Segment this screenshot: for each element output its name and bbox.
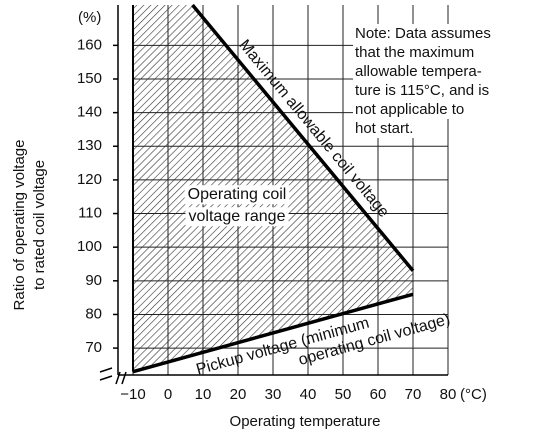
- note-text: allowable tempera-: [355, 63, 482, 80]
- max-voltage-line: [191, 3, 415, 272]
- region-label: voltage range: [189, 208, 286, 225]
- note-bg: [353, 42, 477, 62]
- x-tick-label: 0: [164, 386, 172, 403]
- x-axis-label: Operating temperature: [230, 413, 381, 430]
- x-unit: (°C): [460, 386, 487, 403]
- y-tick-label: 160: [77, 36, 102, 53]
- y-tick-label: 110: [78, 205, 102, 222]
- x-tick-label: 20: [230, 386, 247, 403]
- y-tick-label: 100: [77, 238, 102, 255]
- x-tick-label: 40: [300, 386, 317, 403]
- x-tick-label: 10: [195, 386, 212, 403]
- note-text: hot start.: [355, 120, 413, 137]
- note-text: ture is 115°C, and is: [355, 82, 489, 99]
- axis-break: [99, 367, 113, 381]
- region-label: Operating coil: [188, 186, 287, 203]
- note-bg: [353, 99, 467, 119]
- note-bg: [353, 23, 493, 43]
- y-tick-label: 120: [77, 171, 102, 188]
- region-label-bg: [185, 207, 289, 227]
- note-bg: [353, 61, 484, 81]
- y-tick-label: 130: [77, 137, 102, 154]
- y-tick-label: 150: [77, 70, 102, 87]
- y-unit: (%): [78, 9, 101, 26]
- note-text: Note: Data assumes: [355, 25, 491, 42]
- region-label-bg: [184, 185, 290, 205]
- x-tick-label: 70: [405, 386, 422, 403]
- y-tick-label: 80: [85, 305, 102, 322]
- x-tick-label: −10: [120, 386, 145, 403]
- note-text: that the maximum: [355, 44, 474, 61]
- x-tick-label: 80: [440, 386, 457, 403]
- y-tick-label: 140: [77, 104, 102, 121]
- pickup-voltage-line: [132, 292, 414, 374]
- note-bg: [353, 118, 416, 138]
- x-tick-label: 30: [265, 386, 282, 403]
- x-tick-label: 60: [370, 386, 387, 403]
- axis-break: [115, 371, 127, 385]
- note-text: not applicable to: [355, 101, 464, 118]
- y-axis-label: Ratio of operating voltage: [11, 140, 28, 311]
- x-tick-label: 50: [335, 386, 352, 403]
- y-axis-label: to rated coil voltage: [31, 160, 48, 290]
- y-tick-label: 90: [85, 272, 102, 289]
- y-tick-label: 70: [85, 339, 102, 356]
- note-bg: [353, 80, 492, 100]
